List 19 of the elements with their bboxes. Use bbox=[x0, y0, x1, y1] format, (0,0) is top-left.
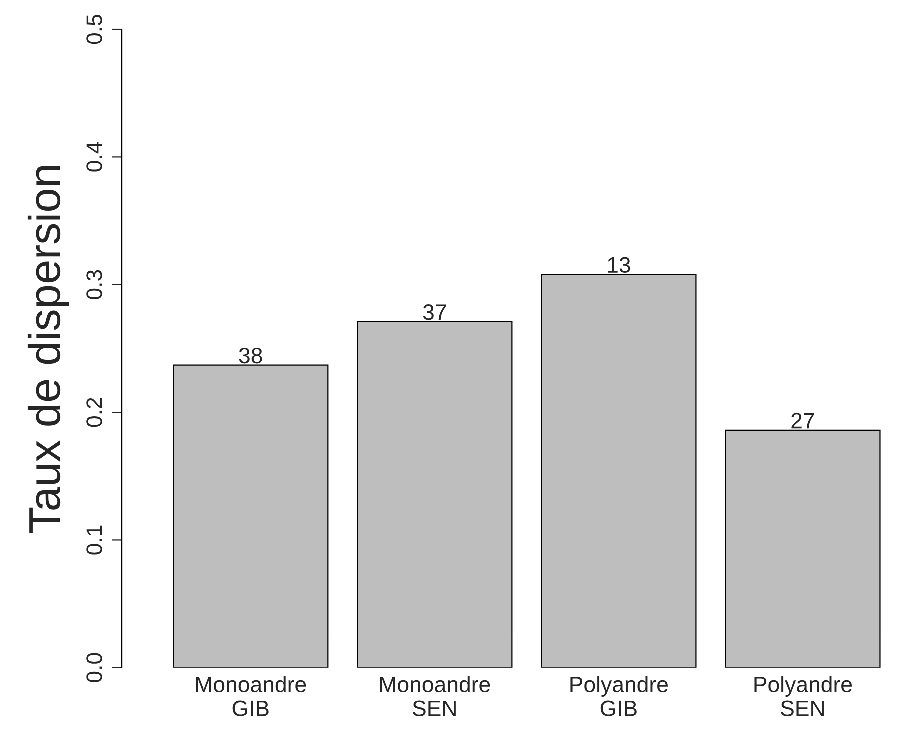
y-tick-label: 0.3 bbox=[86, 270, 102, 300]
y-tick-label: 0.5 bbox=[86, 15, 102, 44]
y-tick-label: 0.1 bbox=[86, 526, 102, 555]
annotation: 27 bbox=[792, 413, 814, 429]
y-axis-title: Taux de dispersion bbox=[28, 166, 70, 533]
y-tick-label: 0.0 bbox=[86, 653, 102, 682]
x-tick-label: Monoandre SEN bbox=[380, 676, 490, 716]
annotation: 38 bbox=[239, 348, 262, 364]
bar bbox=[541, 274, 697, 668]
y-tick-label: 0.2 bbox=[86, 398, 102, 428]
bar bbox=[725, 430, 881, 668]
x-tick-label: Polyandre GIB bbox=[570, 676, 668, 716]
bar bbox=[357, 321, 513, 668]
bar bbox=[173, 364, 329, 668]
x-tick-label: Monoandre GIB bbox=[196, 676, 306, 716]
annotation: 13 bbox=[608, 257, 630, 274]
annotation: 37 bbox=[423, 304, 446, 320]
y-tick-label: 0.4 bbox=[86, 142, 102, 172]
x-tick-label: Polyandre SEN bbox=[754, 676, 852, 716]
